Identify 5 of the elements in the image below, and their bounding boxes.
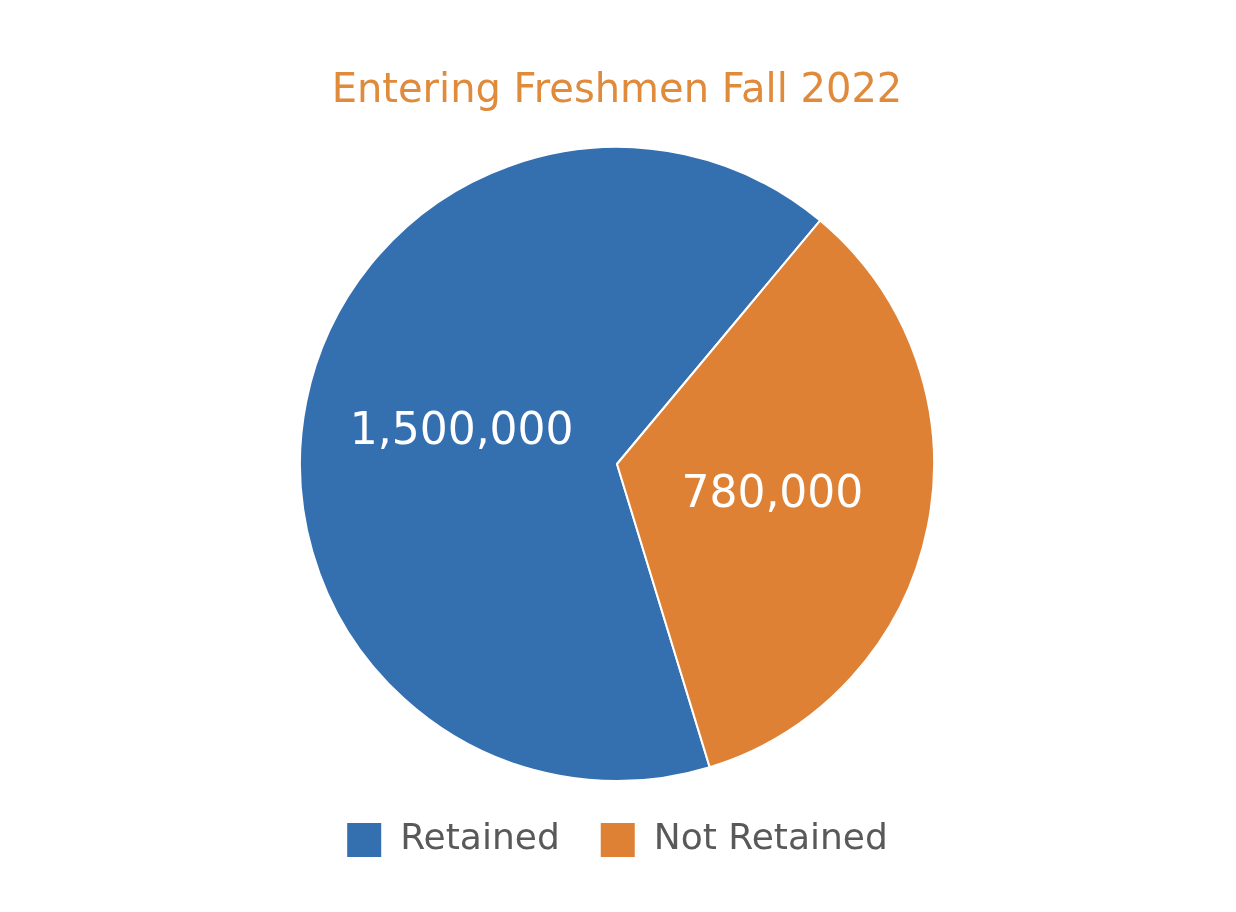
legend-label: Not Retained (653, 816, 888, 858)
data-label: 1,500,000 (349, 403, 574, 455)
legend-label: Retained (400, 816, 560, 858)
chart-title: Entering Freshmen Fall 2022 (331, 65, 903, 112)
data-label: 780,000 (681, 465, 864, 517)
